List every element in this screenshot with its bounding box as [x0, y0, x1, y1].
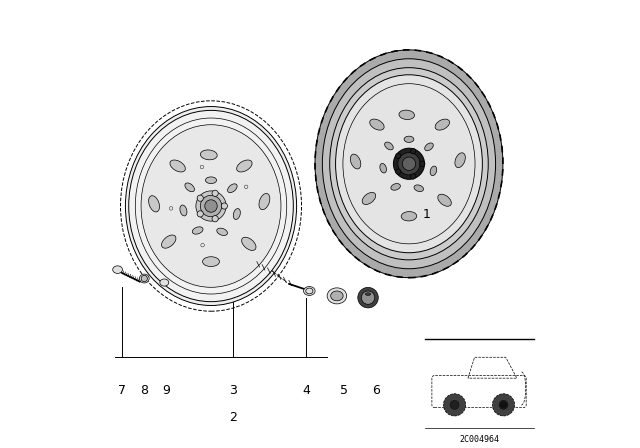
Ellipse shape: [425, 143, 433, 151]
Ellipse shape: [330, 68, 488, 260]
Ellipse shape: [394, 148, 424, 179]
Ellipse shape: [385, 142, 393, 150]
Ellipse shape: [380, 164, 387, 173]
Ellipse shape: [234, 209, 241, 220]
Ellipse shape: [327, 288, 347, 304]
Circle shape: [197, 195, 204, 201]
Circle shape: [141, 276, 147, 282]
Ellipse shape: [303, 287, 315, 295]
Circle shape: [500, 401, 507, 409]
Ellipse shape: [129, 110, 293, 302]
Ellipse shape: [242, 237, 256, 250]
Ellipse shape: [237, 160, 252, 172]
Ellipse shape: [370, 119, 384, 130]
Text: 8: 8: [140, 384, 148, 397]
Circle shape: [420, 161, 425, 166]
Ellipse shape: [403, 157, 415, 170]
Text: 5: 5: [340, 384, 348, 397]
Circle shape: [396, 153, 401, 159]
Ellipse shape: [200, 195, 221, 217]
Ellipse shape: [350, 154, 361, 169]
Ellipse shape: [315, 50, 503, 278]
Ellipse shape: [148, 196, 159, 212]
Circle shape: [212, 215, 218, 222]
Ellipse shape: [205, 177, 216, 184]
Ellipse shape: [414, 185, 424, 192]
Ellipse shape: [430, 166, 436, 176]
Ellipse shape: [228, 184, 237, 193]
Circle shape: [197, 211, 204, 217]
Ellipse shape: [401, 211, 417, 221]
Circle shape: [450, 401, 459, 409]
Text: 7: 7: [118, 384, 126, 397]
Ellipse shape: [217, 228, 227, 236]
Circle shape: [410, 174, 416, 179]
Ellipse shape: [140, 274, 149, 283]
Circle shape: [212, 190, 218, 196]
Ellipse shape: [180, 205, 187, 216]
Ellipse shape: [335, 75, 483, 253]
Circle shape: [444, 394, 466, 416]
Circle shape: [410, 148, 416, 154]
Text: 1: 1: [423, 208, 431, 221]
Ellipse shape: [205, 200, 217, 212]
Ellipse shape: [358, 288, 378, 308]
Text: 4: 4: [303, 384, 310, 397]
Text: 6: 6: [372, 384, 380, 397]
Ellipse shape: [196, 191, 226, 221]
Ellipse shape: [391, 184, 401, 190]
Ellipse shape: [259, 194, 270, 210]
Ellipse shape: [200, 150, 217, 160]
Ellipse shape: [113, 266, 122, 273]
Ellipse shape: [404, 136, 414, 142]
Ellipse shape: [170, 160, 186, 172]
Text: 2C004964: 2C004964: [459, 435, 499, 444]
Ellipse shape: [331, 291, 343, 301]
Ellipse shape: [192, 227, 203, 234]
Text: 9: 9: [163, 384, 170, 397]
Ellipse shape: [141, 125, 281, 287]
Text: 3: 3: [229, 384, 237, 397]
Ellipse shape: [365, 293, 371, 295]
Ellipse shape: [125, 107, 296, 306]
Ellipse shape: [362, 192, 376, 204]
Ellipse shape: [399, 110, 415, 120]
Ellipse shape: [185, 183, 195, 192]
Circle shape: [492, 394, 515, 416]
Ellipse shape: [455, 153, 465, 168]
Ellipse shape: [438, 194, 451, 206]
Ellipse shape: [203, 257, 220, 267]
Ellipse shape: [160, 279, 169, 286]
Ellipse shape: [398, 153, 420, 175]
Circle shape: [499, 401, 508, 409]
Ellipse shape: [435, 119, 449, 130]
Ellipse shape: [362, 291, 374, 304]
Text: 2: 2: [229, 411, 237, 424]
Ellipse shape: [161, 235, 176, 248]
Circle shape: [396, 169, 401, 174]
Ellipse shape: [323, 59, 495, 269]
Circle shape: [221, 203, 227, 209]
